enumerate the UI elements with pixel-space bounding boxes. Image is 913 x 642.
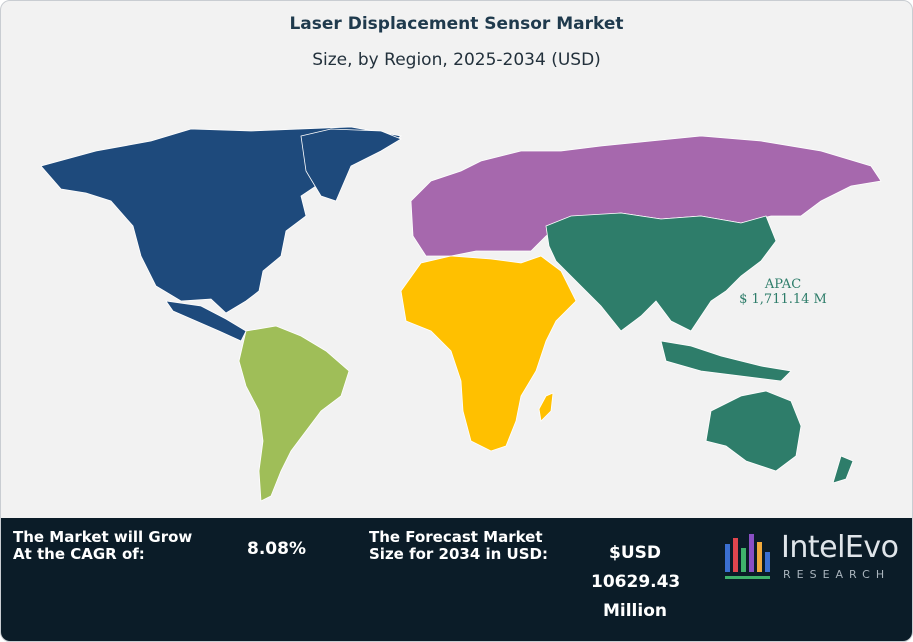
apac-label: APAC $ 1,711.14 M [733,277,833,307]
cagr-value: 8.08% [247,539,306,559]
forecast-amount: 10629.43 [591,572,681,592]
region-apac[interactable] [545,212,777,332]
chart-title: Laser Displacement Sensor Market [289,14,624,34]
logo-sub-text: RESEARCH [783,568,891,581]
world-map [40,126,882,502]
apac-value: $ 1,711.14 M [739,292,827,307]
forecast-currency: $USD [609,543,661,563]
forecast-unit: Million [602,601,667,621]
intelevo-logo: IntelEvo RESEARCH [723,526,903,590]
region-latin-america[interactable] [238,325,350,502]
cagr-label: The Market will Grow At the CAGR of: [13,528,193,563]
region-apac-islands[interactable] [660,340,792,382]
logo-main-text: IntelEvo [781,530,899,565]
forecast-value: $USD 10629.43 Million [591,539,681,626]
logo-mark-icon [725,534,770,579]
region-middle-east-africa[interactable] [400,255,577,452]
region-greenland[interactable] [300,128,402,202]
forecast-label: The Forecast Market Size for 2034 in USD… [369,528,548,563]
chart-subtitle: Size, by Region, 2025-2034 (USD) [312,50,601,70]
footer-bar: The Market will Grow At the CAGR of: 8.0… [1,518,912,641]
apac-name: APAC [764,277,802,292]
region-australia[interactable] [705,390,802,472]
region-north-america-central[interactable] [165,300,247,342]
region-europe[interactable] [410,135,882,257]
region-new-zealand[interactable] [832,455,854,484]
region-madagascar[interactable] [538,392,554,422]
